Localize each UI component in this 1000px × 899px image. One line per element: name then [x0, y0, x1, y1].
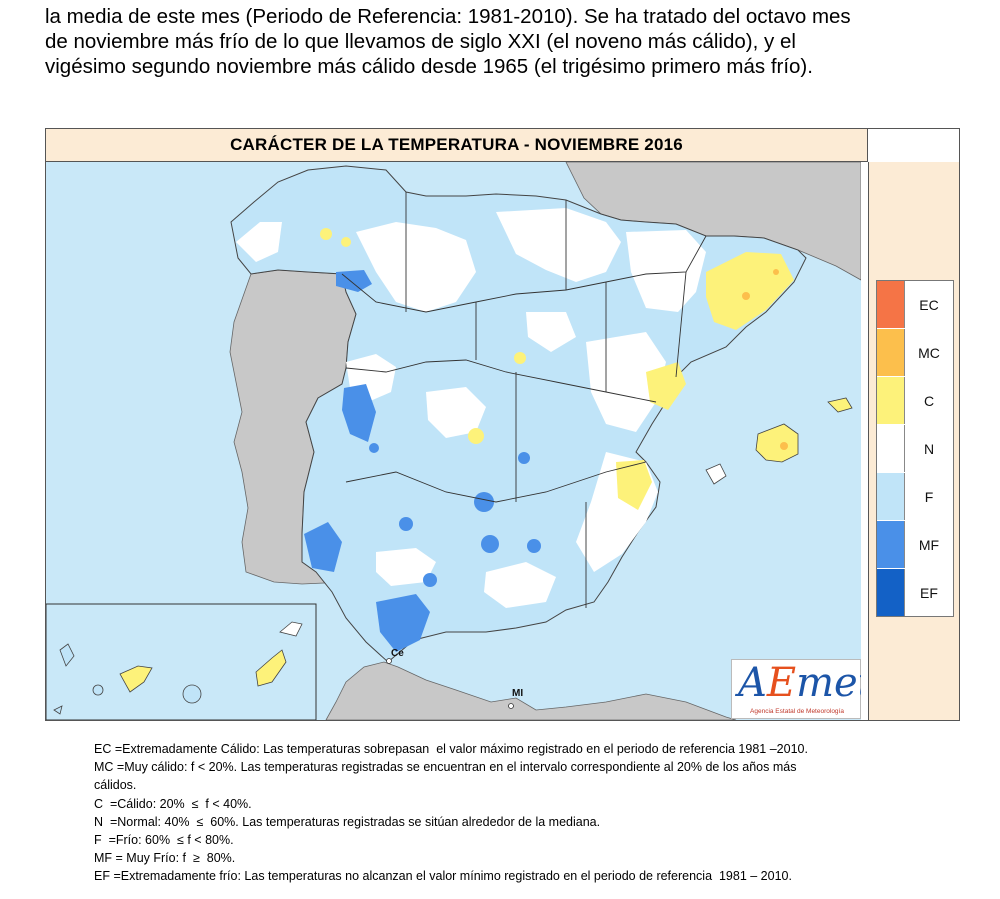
- temperature-character-map-figure: CARÁCTER DE LA TEMPERATURA - NOVIEMBRE 2…: [45, 128, 960, 721]
- mallorca-warm-spot: [780, 442, 788, 450]
- legend-item-ec: EC: [877, 281, 953, 328]
- legend-swatch: [877, 521, 905, 568]
- legend: EC MC C N F MF EF: [876, 280, 954, 617]
- canary-islands: [53, 621, 303, 715]
- aemet-logo-subtitle: Agencia Estatal de Meteorología: [750, 708, 844, 715]
- intro-line: vigésimo segundo noviembre más cálido de…: [45, 55, 813, 78]
- ibiza-island: [705, 463, 727, 485]
- ceuta-marker: [386, 658, 392, 664]
- legend-note: cálidos.: [94, 778, 137, 793]
- legend-label: C: [923, 392, 935, 409]
- legend-note: C =Cálido: 20% ≤ f < 40%.: [94, 796, 252, 811]
- legend-label: MF: [918, 536, 940, 553]
- legend-note: MF = Muy Frío: f ≥ 80%.: [94, 851, 236, 866]
- legend-swatch: [877, 329, 905, 376]
- legend-item-ef: EF: [877, 568, 953, 616]
- legend-item-mf: MF: [877, 520, 953, 568]
- legend-note: EC =Extremadamente Cálido: Las temperatu…: [94, 742, 808, 756]
- legend-panel: EC MC C N F MF EF: [868, 162, 959, 720]
- legend-item-c: C: [877, 376, 953, 424]
- legend-swatch: [877, 281, 905, 328]
- melilla-marker: [508, 703, 514, 709]
- intro-line: de noviembre más frío de lo que llevamos…: [45, 30, 796, 53]
- legend-note: F =Frío: 60% ≤ f < 80%.: [94, 833, 234, 848]
- melilla-label: MI: [512, 688, 524, 699]
- legend-swatch: [877, 473, 905, 520]
- legend-note: MC =Muy cálido: f < 20%. Las temperatura…: [94, 760, 797, 775]
- map-area: Ce MI AEmet Agencia Estatal de Meteorolo…: [46, 162, 861, 720]
- africa-land: [325, 661, 737, 720]
- very-warm-areas: [742, 269, 779, 300]
- legend-label: EF: [920, 584, 938, 601]
- menorca-island: [827, 397, 853, 413]
- legend-label: MC: [918, 344, 940, 361]
- legend-note: N =Normal: 40% ≤ 60%. Las temperaturas r…: [94, 814, 601, 829]
- legend-item-n: N: [877, 424, 953, 472]
- mallorca-island: [755, 423, 799, 463]
- legend-swatch: [877, 425, 905, 472]
- spain-map-svg: [46, 162, 861, 720]
- ceuta-label: Ce: [391, 648, 404, 659]
- legend-note: EF =Extremadamente frío: Las temperatura…: [94, 869, 792, 884]
- aemet-logo: AEmet Agencia Estatal de Meteorología: [731, 659, 861, 719]
- legend-item-f: F: [877, 472, 953, 520]
- legend-notes: EC =Extremadamente Cálido: Las temperatu…: [94, 740, 954, 886]
- very-cold-areas: [304, 270, 541, 652]
- legend-swatch: [877, 377, 905, 424]
- aemet-logo-mark: AEmet: [738, 660, 861, 706]
- legend-label: F: [924, 488, 934, 505]
- legend-label: N: [923, 440, 935, 457]
- region-borders: [341, 192, 707, 608]
- legend-label: EC: [919, 296, 939, 313]
- intro-paragraph: la media de este mes (Periodo de Referen…: [45, 4, 960, 79]
- legend-swatch: [877, 569, 905, 616]
- map-title: CARÁCTER DE LA TEMPERATURA - NOVIEMBRE 2…: [46, 129, 868, 162]
- normal-areas: [236, 208, 706, 608]
- legend-item-mc: MC: [877, 328, 953, 376]
- intro-line: la media de este mes (Periodo de Referen…: [45, 5, 851, 28]
